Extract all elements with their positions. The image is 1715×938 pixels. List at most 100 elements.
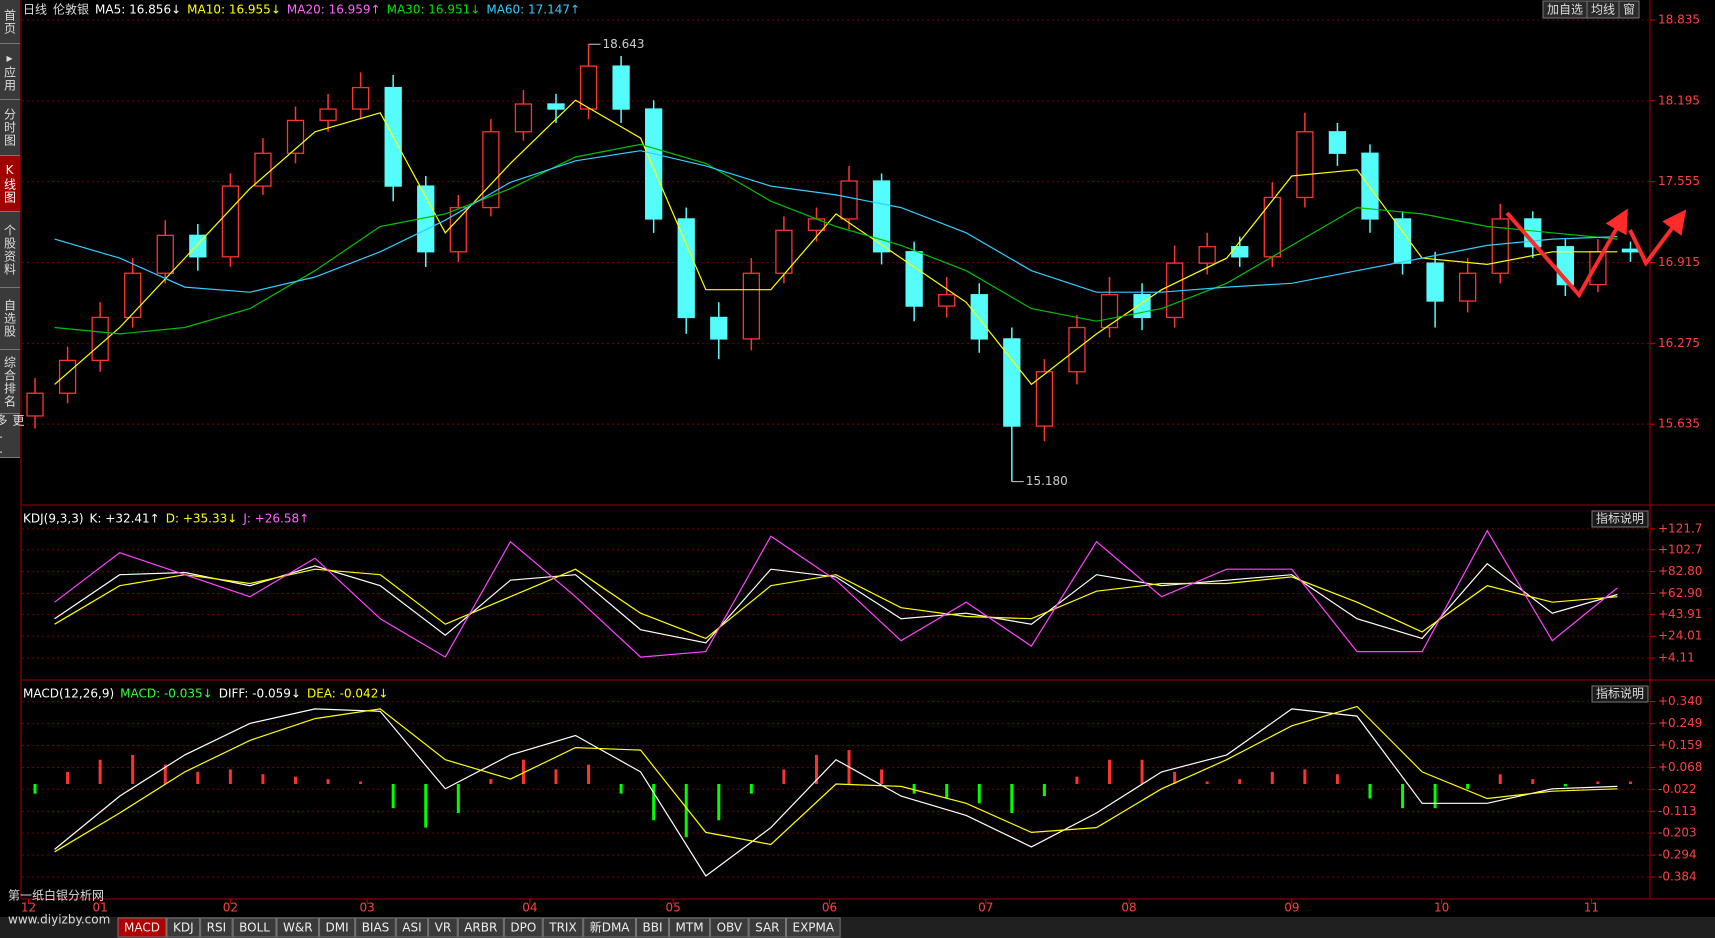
candle-body — [449, 206, 467, 253]
ma-line — [54, 150, 1618, 293]
candle-body — [1100, 294, 1119, 329]
side-tab[interactable]: 综合排名 — [0, 350, 20, 414]
tab[interactable] — [636, 917, 670, 938]
tab[interactable] — [200, 917, 233, 938]
tab[interactable] — [117, 917, 167, 938]
tab-label[interactable]: W&R — [283, 921, 313, 935]
side-tab[interactable]: 自选股 — [0, 288, 20, 350]
macd-bar — [163, 764, 167, 784]
macd-bar — [33, 783, 37, 794]
candle-body — [938, 294, 956, 307]
macd-bar — [945, 783, 949, 799]
candle-body — [124, 272, 142, 319]
tab[interactable] — [232, 917, 277, 938]
y-tick-label: +24.01 — [1658, 629, 1702, 643]
side-tab[interactable]: 个股资料 — [0, 212, 20, 288]
macd-bar — [1368, 783, 1372, 799]
macd-bar — [684, 783, 688, 838]
macd-bar — [652, 783, 656, 821]
macd-bar — [261, 774, 265, 784]
tab-label[interactable]: ASI — [402, 921, 421, 935]
tab-label[interactable]: KDJ — [173, 921, 194, 935]
tab-label[interactable]: BOLL — [239, 921, 270, 935]
side-tab[interactable]: 首页 — [0, 0, 20, 44]
tab[interactable] — [542, 917, 584, 938]
tab[interactable] — [457, 917, 504, 938]
candle-body — [970, 294, 988, 340]
x-tick-label: 11 — [1584, 901, 1599, 915]
toolbar-label[interactable]: 加自选 — [1547, 3, 1583, 17]
y-tick-label: 16.915 — [1658, 255, 1700, 269]
macd-bar — [1140, 759, 1144, 784]
x-tick-label: 04 — [522, 901, 537, 915]
x-tick-label: 06 — [822, 901, 837, 915]
tab[interactable] — [428, 917, 458, 938]
legend-item: K: +32.41↑ — [90, 512, 160, 526]
tab-label[interactable]: 新DMA — [590, 920, 631, 935]
legend-item: D: +35.33↓ — [166, 512, 238, 526]
tab-label[interactable]: MACD — [124, 921, 160, 935]
tab-label[interactable]: DPO — [510, 921, 536, 935]
y-tick-label: -0.203 — [1658, 826, 1697, 840]
macd-bar — [228, 769, 232, 784]
toolbar-button[interactable] — [1618, 0, 1640, 19]
y-tick-label: 16.275 — [1658, 336, 1700, 350]
candle-body — [1393, 218, 1412, 264]
tab-label[interactable]: BIAS — [362, 921, 390, 935]
legend-item: MACD(12,26,9) — [23, 687, 114, 701]
tab[interactable] — [786, 917, 841, 938]
indicator-button[interactable] — [1591, 685, 1649, 703]
macd-bar — [489, 779, 493, 784]
candle-body — [872, 180, 891, 253]
legend-item: 日线 — [23, 3, 47, 17]
candle-body — [905, 251, 923, 307]
candle-body — [677, 218, 695, 319]
y-tick-label: -0.113 — [1658, 804, 1697, 818]
legend-item: MA20: 16.959↑ — [287, 3, 381, 17]
candle-body — [1263, 196, 1281, 258]
candle-body — [547, 103, 565, 110]
tab-label[interactable]: TRIX — [548, 921, 576, 935]
tab-label[interactable]: BBI — [643, 921, 663, 935]
candle-body — [221, 185, 240, 258]
side-tab[interactable]: K线图 — [0, 156, 20, 212]
indicator-button-label[interactable]: 指标说明 — [1596, 511, 1644, 526]
tab[interactable] — [355, 917, 396, 938]
toolbar-label[interactable]: 均线 — [1591, 3, 1615, 17]
tab[interactable] — [166, 917, 201, 938]
tab[interactable] — [748, 917, 786, 938]
tab-label[interactable]: MTM — [676, 921, 704, 935]
side-tab[interactable]: 更多.. — [0, 414, 25, 458]
tab-label[interactable]: DMI — [326, 921, 349, 935]
legend-item: DEA: -0.042↓ — [307, 687, 388, 701]
tab[interactable] — [319, 917, 356, 938]
side-tab[interactable]: ▸应用 — [0, 44, 20, 100]
indicator-button[interactable] — [1591, 510, 1649, 528]
tab[interactable] — [669, 917, 711, 938]
tab-label[interactable]: EXPMA — [793, 921, 835, 935]
tab-label[interactable]: ARBR — [464, 921, 497, 935]
macd-bar — [1108, 759, 1112, 784]
kdj-line — [54, 568, 1618, 640]
tab-label[interactable]: RSI — [207, 921, 227, 935]
tab[interactable] — [276, 917, 320, 938]
tab[interactable] — [395, 917, 429, 938]
tab-label[interactable]: VR — [435, 921, 452, 935]
candle-body — [1621, 248, 1640, 253]
indicator-button-label[interactable]: 指标说明 — [1596, 686, 1644, 701]
toolbar-label[interactable]: 窗 — [1623, 3, 1635, 17]
tab[interactable] — [583, 917, 637, 938]
tab[interactable] — [503, 917, 543, 938]
tab[interactable] — [710, 917, 749, 938]
macd-bar — [1173, 771, 1177, 784]
side-tab[interactable]: 分时图 — [0, 100, 20, 156]
tab-label[interactable]: SAR — [755, 921, 779, 935]
tab-label[interactable]: OBV — [717, 921, 743, 935]
x-tick-label: 01 — [93, 901, 108, 915]
macd-line — [54, 708, 1618, 877]
y-tick-label: 18.835 — [1658, 13, 1700, 27]
x-tick-label: 09 — [1284, 901, 1299, 915]
y-tick-label: 18.195 — [1658, 93, 1700, 107]
candle-body — [514, 103, 533, 133]
